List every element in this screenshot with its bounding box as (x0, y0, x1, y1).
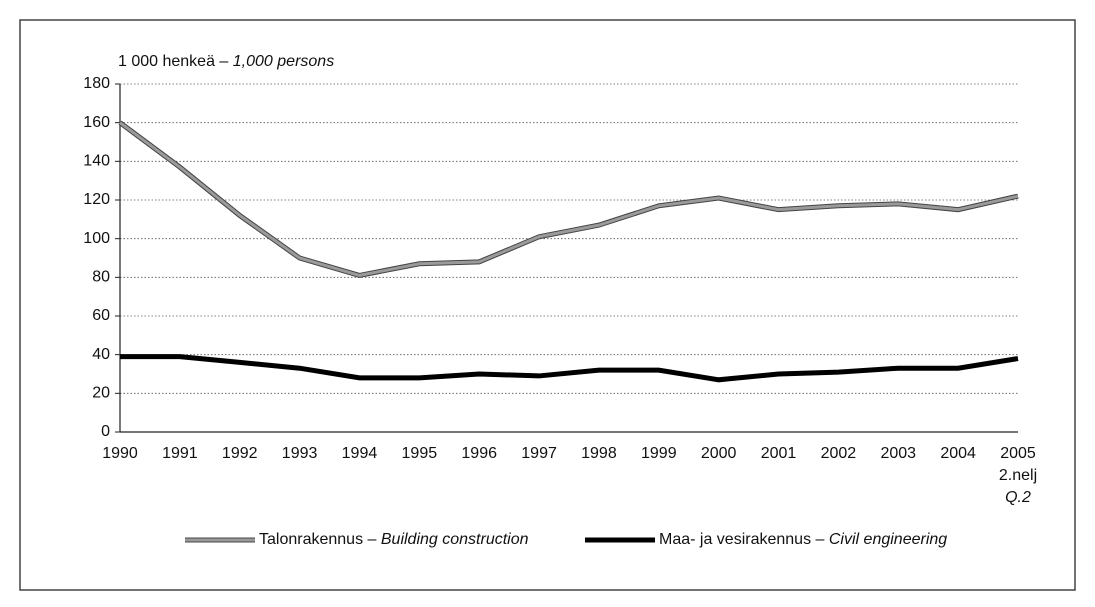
legend-name-en: Civil engineering (829, 531, 947, 548)
x-tick-label: 1997 (521, 445, 557, 462)
x-tick-label: 2004 (940, 445, 976, 462)
x-tick-label: 1990 (102, 445, 138, 462)
x-tick-label: 1994 (342, 445, 378, 462)
line (120, 354, 1019, 383)
y-tick-label: 120 (83, 191, 110, 208)
legend-label: Maa- ja vesirakennus – Civil engineering (659, 531, 947, 548)
x-tick-label: 1998 (581, 445, 617, 462)
y-label-fi: 1 000 henkeä – (118, 53, 228, 70)
y-label-en: 1,000 persons (233, 53, 334, 70)
line-outline (118, 120, 1019, 278)
legend-label: Talonrakennus – Building construction (259, 531, 529, 548)
y-tick-label: 140 (83, 153, 110, 170)
legend-name-en: Building construction (381, 531, 529, 548)
x-tick-note-en: Q.2 (1005, 489, 1031, 506)
x-tick-label: 1993 (282, 445, 318, 462)
y-tick-label: 20 (92, 385, 110, 402)
line (119, 121, 1019, 277)
y-axis-label: 1 000 henkeä – 1,000 persons (118, 53, 334, 70)
x-tick-label: 1992 (222, 445, 258, 462)
y-tick-label: 40 (92, 346, 110, 363)
x-tick-label: 2000 (701, 445, 737, 462)
legend-name: Maa- ja vesirakennus – (659, 531, 825, 548)
x-tick-label: 1991 (162, 445, 198, 462)
legend-name: Talonrakennus – (259, 531, 377, 548)
y-tick-label: 160 (83, 114, 110, 131)
y-tick-label: 180 (83, 75, 110, 92)
y-tick-label: 100 (83, 230, 110, 247)
x-tick-label: 2003 (880, 445, 916, 462)
x-tick-note: 2.nelj (999, 467, 1037, 484)
x-tick-label: 1996 (461, 445, 497, 462)
x-tick-label: 1995 (402, 445, 438, 462)
frame (19, 19, 1076, 591)
x-tick-label: 2002 (821, 445, 857, 462)
y-tick-label: 60 (92, 307, 110, 324)
x-tick-label: 2001 (761, 445, 797, 462)
x-tick-label: 1999 (641, 445, 677, 462)
y-tick-label: 0 (101, 423, 110, 440)
x-tick-label: 2005 (1000, 445, 1036, 462)
y-tick-label: 80 (92, 269, 110, 286)
legend: Talonrakennus – Building construction Maa… (185, 531, 947, 548)
